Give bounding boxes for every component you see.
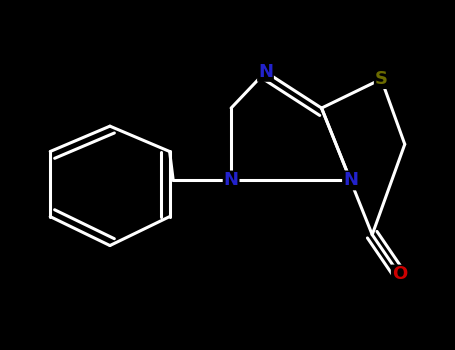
Text: N: N: [343, 172, 358, 189]
Text: O: O: [392, 266, 407, 284]
Text: N: N: [258, 63, 273, 81]
Text: N: N: [223, 172, 238, 189]
Text: S: S: [375, 70, 388, 88]
